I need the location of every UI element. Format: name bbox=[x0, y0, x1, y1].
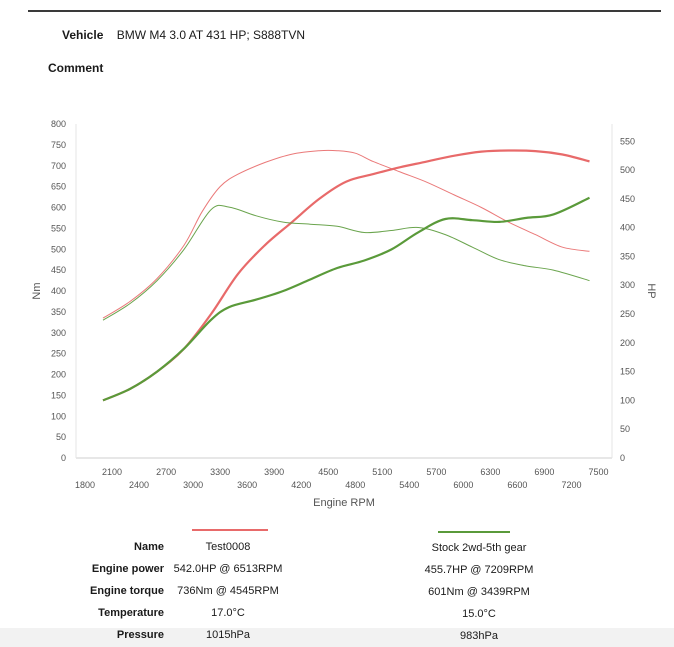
x-tick-label: 1800 bbox=[75, 480, 95, 490]
x-tick-label: 4800 bbox=[345, 480, 365, 490]
x-tick-label: 3000 bbox=[183, 480, 203, 490]
y-left-tick-label: 350 bbox=[51, 307, 66, 317]
y-right-tick-label: 0 bbox=[620, 453, 625, 463]
power-line-stock bbox=[102, 196, 590, 402]
legend-line-test0008 bbox=[192, 529, 268, 531]
spec-run2-name: Stock 2wd-5th gear bbox=[431, 542, 527, 554]
x-tick-label: 7200 bbox=[561, 480, 581, 490]
y-left-tick-label: 650 bbox=[51, 182, 66, 192]
x-tick-label: 3600 bbox=[237, 480, 257, 490]
y-left-tick-label: 700 bbox=[51, 161, 66, 171]
y-left-tick-label: 150 bbox=[51, 390, 66, 400]
x-axis-title: Engine RPM bbox=[313, 497, 375, 509]
y-right-tick-label: 250 bbox=[620, 309, 635, 319]
y-right-tick-label: 400 bbox=[620, 223, 635, 233]
spec-run2-power: 455.7HP @ 7209RPM bbox=[424, 564, 534, 576]
x-tick-label: 5400 bbox=[399, 480, 419, 490]
x-tick-label: 5700 bbox=[426, 467, 446, 477]
y-left-tick-label: 400 bbox=[51, 286, 66, 296]
comment-label: Comment bbox=[48, 61, 104, 75]
y-right-axis-title: HP bbox=[645, 283, 657, 298]
y-left-tick-label: 550 bbox=[51, 223, 66, 233]
x-tick-label: 3900 bbox=[264, 467, 284, 477]
spec-label-power: Engine power bbox=[91, 563, 164, 575]
spec-run1-temperature: 17.0°C bbox=[211, 607, 245, 619]
spec-run1-torque: 736Nm @ 4545RPM bbox=[177, 585, 279, 597]
y-left-tick-label: 450 bbox=[51, 265, 66, 275]
x-tick-label: 2400 bbox=[129, 480, 149, 490]
y-left-tick-label: 600 bbox=[51, 203, 66, 213]
vehicle-value: BMW M4 3.0 AT 431 HP; S888TVN bbox=[116, 28, 306, 42]
header-rule bbox=[28, 10, 661, 12]
spec-label-temperature: Temperature bbox=[98, 607, 164, 619]
spec-label-torque: Engine torque bbox=[90, 585, 164, 597]
chart-series bbox=[102, 149, 590, 402]
spec-label-name: Name bbox=[134, 541, 164, 553]
y-left-tick-label: 100 bbox=[51, 411, 66, 421]
y-left-tick-label: 0 bbox=[61, 453, 66, 463]
x-tick-label: 4200 bbox=[291, 480, 311, 490]
y-right-tick-label: 350 bbox=[620, 251, 635, 261]
y-right-tick-label: 500 bbox=[620, 165, 635, 175]
y-left-tick-label: 500 bbox=[51, 244, 66, 254]
x-tick-label: 5100 bbox=[372, 467, 392, 477]
x-tick-label: 4500 bbox=[318, 467, 338, 477]
power-line-test0008 bbox=[102, 149, 590, 402]
spec-run1-name: Test0008 bbox=[205, 541, 251, 553]
x-tick-label: 2100 bbox=[102, 467, 122, 477]
x-tick-label: 3300 bbox=[210, 467, 230, 477]
chart-ticks: 0501001502002503003504004505005506006507… bbox=[51, 119, 635, 490]
spec-run2-torque: 601Nm @ 3439RPM bbox=[428, 586, 530, 598]
y-right-tick-label: 450 bbox=[620, 194, 635, 204]
x-tick-label: 7500 bbox=[588, 467, 608, 477]
y-left-tick-label: 750 bbox=[51, 140, 66, 150]
y-left-tick-label: 200 bbox=[51, 370, 66, 380]
x-tick-label: 6000 bbox=[453, 480, 473, 490]
torque-line-test0008 bbox=[102, 149, 590, 319]
y-right-tick-label: 50 bbox=[620, 424, 630, 434]
x-tick-label: 6300 bbox=[480, 467, 500, 477]
spec-run1-power: 542.0HP @ 6513RPM bbox=[173, 563, 283, 575]
y-right-tick-label: 200 bbox=[620, 338, 635, 348]
chart-grid bbox=[75, 124, 613, 459]
vehicle-label: Vehicle bbox=[62, 28, 104, 42]
y-left-tick-label: 50 bbox=[56, 432, 66, 442]
x-tick-label: 2700 bbox=[156, 467, 176, 477]
y-right-tick-label: 300 bbox=[620, 280, 635, 290]
y-left-tick-label: 250 bbox=[51, 349, 66, 359]
vehicle-row: Vehicle BMW M4 3.0 AT 431 HP; S888TVN bbox=[62, 28, 305, 42]
y-right-tick-label: 550 bbox=[620, 136, 635, 146]
y-left-axis-title: Nm bbox=[31, 282, 43, 299]
y-right-tick-label: 150 bbox=[620, 367, 635, 377]
footer-band bbox=[0, 628, 674, 647]
x-tick-label: 6600 bbox=[507, 480, 527, 490]
x-tick-label: 6900 bbox=[534, 467, 554, 477]
y-left-tick-label: 300 bbox=[51, 328, 66, 338]
y-left-tick-label: 800 bbox=[51, 119, 66, 129]
torque-line-stock bbox=[102, 204, 590, 321]
dyno-chart: 0501001502002503003504004505005506006507… bbox=[31, 119, 657, 509]
spec-run2-temperature: 15.0°C bbox=[462, 608, 496, 620]
y-right-tick-label: 100 bbox=[620, 395, 635, 405]
legend-line-stock bbox=[438, 531, 510, 533]
